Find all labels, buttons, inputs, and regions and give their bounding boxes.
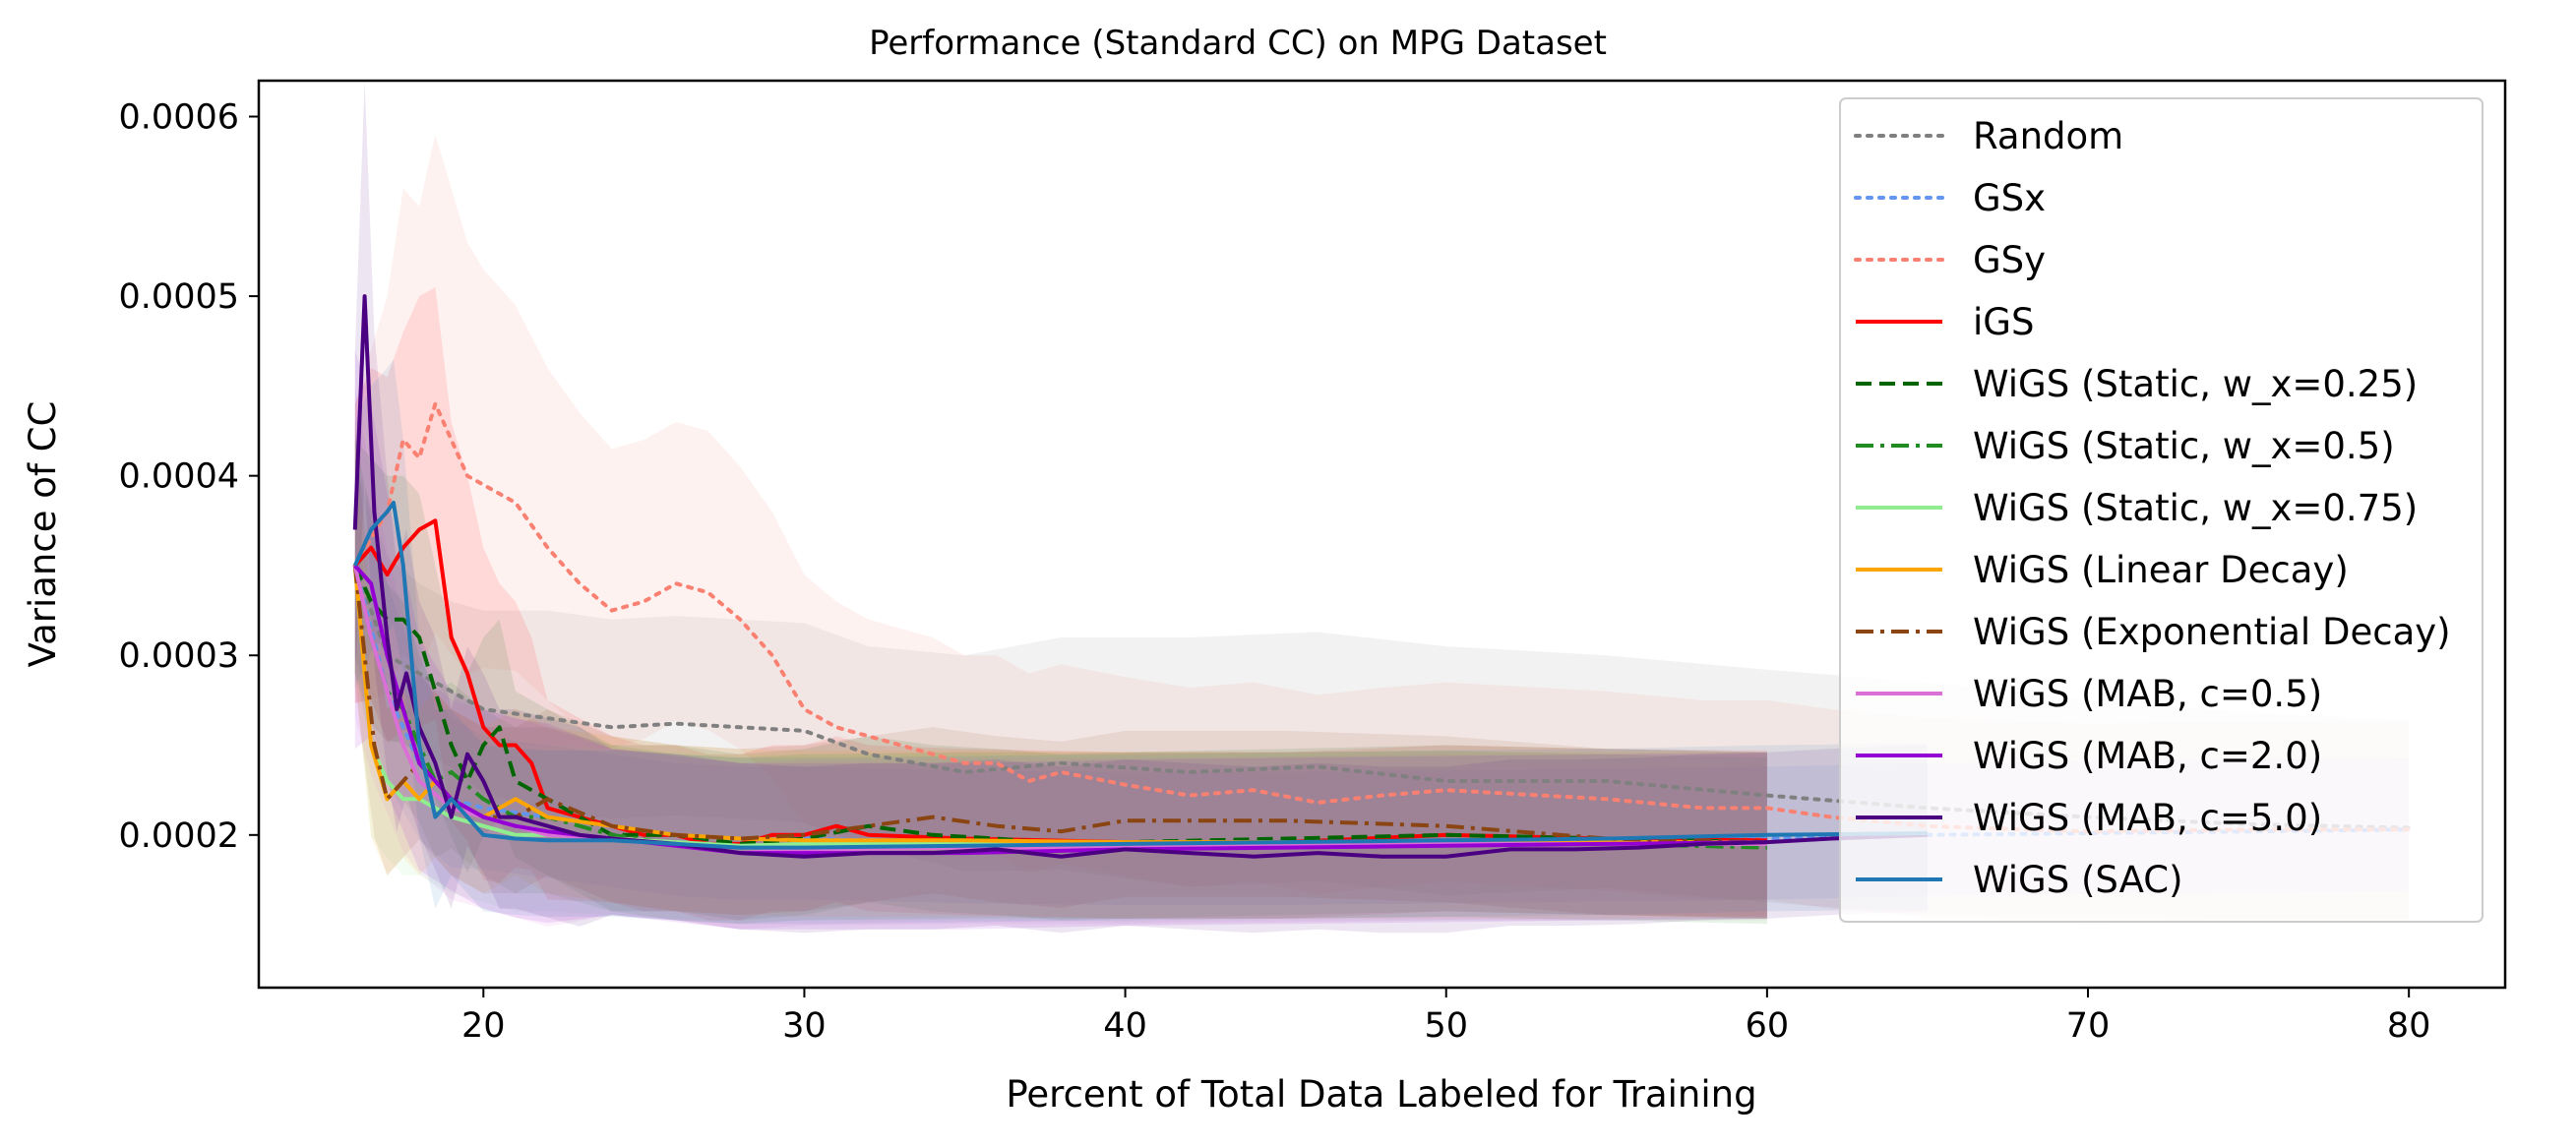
legend-label-igs: iGS — [1973, 301, 2034, 343]
y-tick-label: 0.0003 — [119, 636, 239, 676]
y-axis-label: Variance of CC — [22, 401, 64, 668]
y-tick-label: 0.0004 — [119, 457, 239, 497]
series-lines — [352, 294, 2412, 859]
series-line-wigs-exponential-decay — [352, 565, 1767, 845]
plot-frame — [257, 79, 2507, 990]
legend-label-wigs-linear-decay: WiGS (Linear Decay) — [1973, 549, 2349, 591]
band-igs — [354, 287, 1767, 921]
y-tick-label: 0.0005 — [119, 277, 239, 317]
y-tick-label: 0.0006 — [119, 98, 239, 138]
x-axis: 20 30 40 50 60 70 80 — [461, 988, 2430, 1046]
legend-label-gsy: GSy — [1973, 239, 2046, 281]
chart-title: Performance (Standard CC) on MPG Dataset — [869, 24, 1607, 63]
legend-label-wigs-mab-c-2-0: WiGS (MAB, c=2.0) — [1973, 735, 2322, 777]
x-tick-label: 50 — [1424, 1006, 1468, 1046]
series-line-wigs-sac — [352, 501, 1928, 850]
legend-label-wigs-sac: WiGS (SAC) — [1973, 859, 2183, 901]
band-wigs-mab-c-2-0 — [354, 349, 1767, 930]
series-line-gsy — [352, 401, 2412, 834]
band-wigs-static-w-x-0-75 — [354, 440, 1767, 923]
x-tick-label: 20 — [461, 1006, 506, 1046]
band-wigs-static-w-x-0-5 — [354, 440, 1767, 925]
legend-label-wigs-mab-c-5-0: WiGS (MAB, c=5.0) — [1973, 797, 2322, 839]
legend-label-wigs-static-w-x-0-75: WiGS (Static, w_x=0.75) — [1973, 487, 2418, 529]
legend: Random GSx GSy iGS WiGS (Static, w_x=0.25) Wi… — [1839, 97, 2484, 923]
series-line-random — [352, 564, 2412, 830]
x-tick-label: 60 — [1746, 1006, 1790, 1046]
band-wigs-mab-c-5-0 — [354, 81, 1928, 934]
legend-label-random: Random — [1973, 115, 2123, 157]
y-axis: 0.0002 0.0003 0.0004 0.0005 0.0006 — [119, 98, 259, 856]
x-axis-label: Percent of Total Data Labeled for Traini… — [1006, 1073, 1756, 1116]
legend-label-wigs-exponential-decay: WiGS (Exponential Decay) — [1973, 611, 2451, 653]
x-tick-label: 80 — [2387, 1006, 2431, 1046]
legend-box — [1839, 97, 2484, 923]
y-tick-label: 0.0002 — [119, 816, 239, 856]
x-tick-label: 70 — [2066, 1006, 2111, 1046]
legend-label-wigs-mab-c-0-5: WiGS (MAB, c=0.5) — [1973, 673, 2322, 715]
legend-label-wigs-static-w-x-0-5: WiGS (Static, w_x=0.5) — [1973, 425, 2395, 467]
band-wigs-linear-decay — [354, 440, 1767, 919]
x-tick-label: 40 — [1103, 1006, 1147, 1046]
x-tick-label: 30 — [782, 1006, 827, 1046]
legend-label-wigs-static-w-x-0-25: WiGS (Static, w_x=0.25) — [1973, 363, 2418, 405]
band-wigs-static-w-x-0-25 — [354, 440, 1767, 921]
legend-label-gsx: GSx — [1973, 177, 2046, 219]
